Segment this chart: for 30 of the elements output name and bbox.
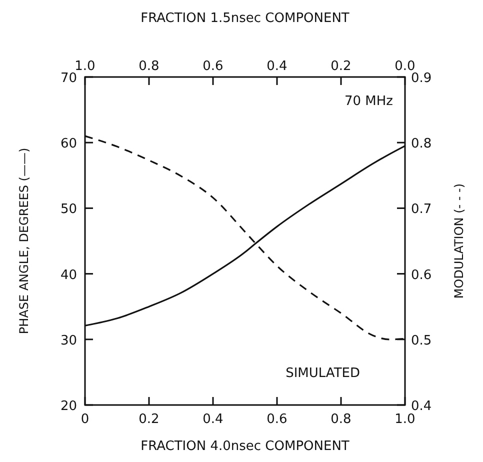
x2-tick-label: 0.2 (330, 59, 352, 74)
x2-axis-title: FRACTION 1.5nsec COMPONENT (140, 11, 350, 26)
y-tick-label: 30 (60, 333, 77, 348)
y-axis-title: PHASE ANGLE, DEGREES (——) (17, 148, 31, 334)
y2-axis-title: MODULATION (- - -) (452, 183, 466, 299)
x-tick-label: 0.8 (330, 412, 352, 427)
y2-tick-label: 0.8 (411, 136, 432, 152)
y2-tick-label: 0.6 (411, 268, 432, 283)
x2-tick-label: 0.0 (394, 59, 416, 74)
y2-tick-label: 0.5 (411, 333, 432, 348)
x2-tick-label: 0.6 (202, 59, 224, 74)
annotation: SIMULATED (286, 366, 360, 381)
y2-tick-label: 0.9 (411, 71, 432, 86)
x-tick-label: 1.0 (394, 412, 416, 427)
annotation: 70 MHz (344, 94, 394, 109)
x2-tick-label: 1.0 (74, 59, 96, 74)
x2-tick-label: 0.4 (266, 59, 288, 74)
x-tick-label: 0.2 (138, 412, 160, 427)
y-tick-label: 20 (60, 399, 77, 414)
x2-tick-label: 0.8 (138, 59, 160, 74)
y-tick-label: 70 (60, 71, 77, 86)
y-tick-label: 40 (60, 268, 77, 283)
y2-tick-label: 0.7 (411, 202, 432, 218)
x-tick-label: 0.6 (266, 412, 288, 427)
x-tick-label: 0 (80, 412, 90, 427)
y2-tick-label: 0.4 (411, 399, 432, 414)
x-tick-label: 0.4 (202, 412, 224, 427)
y-tick-label: 50 (60, 202, 77, 218)
y-tick-label: 60 (60, 136, 77, 152)
x-axis-title: FRACTION 4.0nsec COMPONENT (140, 439, 350, 454)
